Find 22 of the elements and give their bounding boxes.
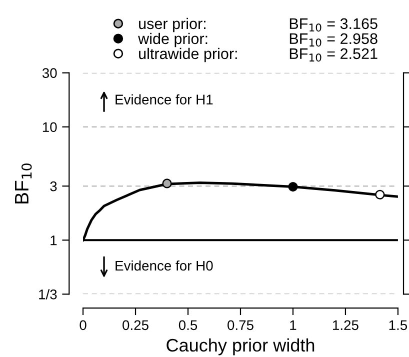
y-axis-title: BF$_{10}$ xyxy=(15,164,32,204)
x-tick-label: 1.25 xyxy=(333,320,358,330)
x-tick-label: 1 xyxy=(290,320,296,330)
x-tick-label: 0 xyxy=(80,320,86,330)
annotation: Evidence for H1 xyxy=(116,94,213,104)
x-axis-title: Cauchy prior width xyxy=(166,338,314,356)
y-tick-label: 1 xyxy=(50,236,57,246)
x-tick-label: 0.5 xyxy=(178,320,198,330)
y-tick-label: 1/3 xyxy=(39,289,57,300)
legend-label: user prior: xyxy=(139,18,206,32)
legend-label: wide prior: xyxy=(138,32,208,48)
y-tick-label: 3 xyxy=(50,181,57,192)
text: BF$_{10}$ = 3.165 xyxy=(290,18,378,32)
y-tick-label: 10 xyxy=(42,122,57,132)
text: BF$_{10}$ = 2.958 xyxy=(290,33,378,47)
x-tick-label: 0.75 xyxy=(228,320,254,330)
text: BF$_{10}$ = 2.521 xyxy=(290,48,378,62)
legend-label: ultrawide prior: xyxy=(139,48,237,62)
x-tick-label: 0.25 xyxy=(122,320,148,330)
annotation: Evidence for H0 xyxy=(116,260,213,271)
x-tick-label: 1.5 xyxy=(389,320,408,330)
y-tick-label: 30 xyxy=(42,68,57,78)
